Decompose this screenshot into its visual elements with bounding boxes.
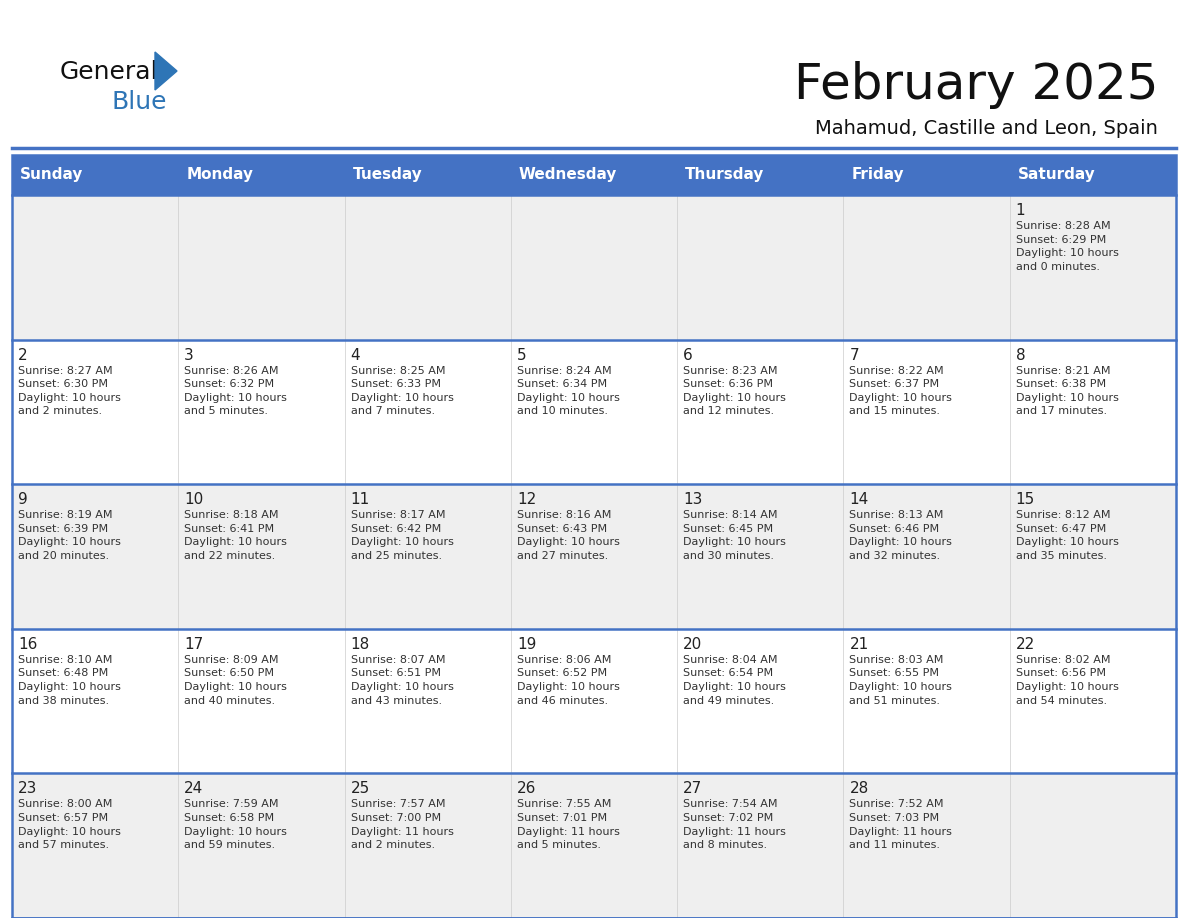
Text: Sunrise: 8:00 AM
Sunset: 6:57 PM
Daylight: 10 hours
and 57 minutes.: Sunrise: 8:00 AM Sunset: 6:57 PM Dayligh… [18,800,121,850]
Text: Wednesday: Wednesday [519,167,618,183]
Text: Sunrise: 8:17 AM
Sunset: 6:42 PM
Daylight: 10 hours
and 25 minutes.: Sunrise: 8:17 AM Sunset: 6:42 PM Dayligh… [350,510,454,561]
Text: 9: 9 [18,492,27,508]
Text: 14: 14 [849,492,868,508]
Text: 4: 4 [350,348,360,363]
Bar [12,195,1176,340]
Text: Sunrise: 7:54 AM
Sunset: 7:02 PM
Daylight: 11 hours
and 8 minutes.: Sunrise: 7:54 AM Sunset: 7:02 PM Dayligh… [683,800,786,850]
Text: 11: 11 [350,492,369,508]
Text: Sunrise: 8:10 AM
Sunset: 6:48 PM
Daylight: 10 hours
and 38 minutes.: Sunrise: 8:10 AM Sunset: 6:48 PM Dayligh… [18,655,121,706]
Text: 15: 15 [1016,492,1035,508]
Text: 1: 1 [1016,203,1025,218]
Text: 2: 2 [18,348,27,363]
Text: 12: 12 [517,492,536,508]
Bar [12,484,1176,629]
Text: Tuesday: Tuesday [353,167,422,183]
Text: 16: 16 [18,637,37,652]
Text: Sunrise: 8:23 AM
Sunset: 6:36 PM
Daylight: 10 hours
and 12 minutes.: Sunrise: 8:23 AM Sunset: 6:36 PM Dayligh… [683,365,786,417]
Bar [12,155,1176,195]
Text: Sunrise: 8:13 AM
Sunset: 6:46 PM
Daylight: 10 hours
and 32 minutes.: Sunrise: 8:13 AM Sunset: 6:46 PM Dayligh… [849,510,953,561]
Text: 5: 5 [517,348,526,363]
Bar [12,155,1176,918]
Text: Sunrise: 8:22 AM
Sunset: 6:37 PM
Daylight: 10 hours
and 15 minutes.: Sunrise: 8:22 AM Sunset: 6:37 PM Dayligh… [849,365,953,417]
Text: Sunrise: 8:21 AM
Sunset: 6:38 PM
Daylight: 10 hours
and 17 minutes.: Sunrise: 8:21 AM Sunset: 6:38 PM Dayligh… [1016,365,1119,417]
Text: Friday: Friday [852,167,904,183]
Text: 23: 23 [18,781,37,797]
Text: 22: 22 [1016,637,1035,652]
Text: Saturday: Saturday [1018,167,1095,183]
Text: Sunrise: 8:03 AM
Sunset: 6:55 PM
Daylight: 10 hours
and 51 minutes.: Sunrise: 8:03 AM Sunset: 6:55 PM Dayligh… [849,655,953,706]
Bar [12,340,1176,484]
Text: 18: 18 [350,637,369,652]
Text: 25: 25 [350,781,369,797]
Text: General: General [61,60,158,84]
Text: Sunrise: 8:16 AM
Sunset: 6:43 PM
Daylight: 10 hours
and 27 minutes.: Sunrise: 8:16 AM Sunset: 6:43 PM Dayligh… [517,510,620,561]
Text: Monday: Monday [187,167,253,183]
Text: Sunrise: 7:52 AM
Sunset: 7:03 PM
Daylight: 11 hours
and 11 minutes.: Sunrise: 7:52 AM Sunset: 7:03 PM Dayligh… [849,800,953,850]
Text: Sunrise: 8:14 AM
Sunset: 6:45 PM
Daylight: 10 hours
and 30 minutes.: Sunrise: 8:14 AM Sunset: 6:45 PM Dayligh… [683,510,786,561]
Text: 6: 6 [683,348,693,363]
Text: 26: 26 [517,781,536,797]
Text: Sunrise: 8:07 AM
Sunset: 6:51 PM
Daylight: 10 hours
and 43 minutes.: Sunrise: 8:07 AM Sunset: 6:51 PM Dayligh… [350,655,454,706]
Text: Sunrise: 8:04 AM
Sunset: 6:54 PM
Daylight: 10 hours
and 49 minutes.: Sunrise: 8:04 AM Sunset: 6:54 PM Dayligh… [683,655,786,706]
Text: 24: 24 [184,781,203,797]
Text: 17: 17 [184,637,203,652]
Text: Sunrise: 8:19 AM
Sunset: 6:39 PM
Daylight: 10 hours
and 20 minutes.: Sunrise: 8:19 AM Sunset: 6:39 PM Dayligh… [18,510,121,561]
Text: 19: 19 [517,637,536,652]
Polygon shape [154,52,177,90]
Text: 28: 28 [849,781,868,797]
Text: Sunrise: 8:25 AM
Sunset: 6:33 PM
Daylight: 10 hours
and 7 minutes.: Sunrise: 8:25 AM Sunset: 6:33 PM Dayligh… [350,365,454,417]
Text: Sunrise: 8:18 AM
Sunset: 6:41 PM
Daylight: 10 hours
and 22 minutes.: Sunrise: 8:18 AM Sunset: 6:41 PM Dayligh… [184,510,287,561]
Text: 3: 3 [184,348,194,363]
Bar [12,773,1176,918]
Text: Sunrise: 8:28 AM
Sunset: 6:29 PM
Daylight: 10 hours
and 0 minutes.: Sunrise: 8:28 AM Sunset: 6:29 PM Dayligh… [1016,221,1119,272]
Text: Mahamud, Castille and Leon, Spain: Mahamud, Castille and Leon, Spain [815,118,1158,138]
Text: Blue: Blue [112,90,168,114]
Text: Sunrise: 8:02 AM
Sunset: 6:56 PM
Daylight: 10 hours
and 54 minutes.: Sunrise: 8:02 AM Sunset: 6:56 PM Dayligh… [1016,655,1119,706]
Text: Sunrise: 7:57 AM
Sunset: 7:00 PM
Daylight: 11 hours
and 2 minutes.: Sunrise: 7:57 AM Sunset: 7:00 PM Dayligh… [350,800,454,850]
Text: Sunrise: 8:24 AM
Sunset: 6:34 PM
Daylight: 10 hours
and 10 minutes.: Sunrise: 8:24 AM Sunset: 6:34 PM Dayligh… [517,365,620,417]
Text: Sunrise: 8:12 AM
Sunset: 6:47 PM
Daylight: 10 hours
and 35 minutes.: Sunrise: 8:12 AM Sunset: 6:47 PM Dayligh… [1016,510,1119,561]
Text: Sunday: Sunday [20,167,83,183]
Text: 21: 21 [849,637,868,652]
Text: 13: 13 [683,492,702,508]
Bar [12,629,1176,773]
Text: Sunrise: 7:55 AM
Sunset: 7:01 PM
Daylight: 11 hours
and 5 minutes.: Sunrise: 7:55 AM Sunset: 7:01 PM Dayligh… [517,800,620,850]
Text: Sunrise: 8:27 AM
Sunset: 6:30 PM
Daylight: 10 hours
and 2 minutes.: Sunrise: 8:27 AM Sunset: 6:30 PM Dayligh… [18,365,121,417]
Text: Sunrise: 8:09 AM
Sunset: 6:50 PM
Daylight: 10 hours
and 40 minutes.: Sunrise: 8:09 AM Sunset: 6:50 PM Dayligh… [184,655,287,706]
Text: 20: 20 [683,637,702,652]
Text: 27: 27 [683,781,702,797]
Text: Sunrise: 7:59 AM
Sunset: 6:58 PM
Daylight: 10 hours
and 59 minutes.: Sunrise: 7:59 AM Sunset: 6:58 PM Dayligh… [184,800,287,850]
Text: Thursday: Thursday [685,167,765,183]
Text: Sunrise: 8:26 AM
Sunset: 6:32 PM
Daylight: 10 hours
and 5 minutes.: Sunrise: 8:26 AM Sunset: 6:32 PM Dayligh… [184,365,287,417]
Text: 8: 8 [1016,348,1025,363]
Text: Sunrise: 8:06 AM
Sunset: 6:52 PM
Daylight: 10 hours
and 46 minutes.: Sunrise: 8:06 AM Sunset: 6:52 PM Dayligh… [517,655,620,706]
Text: 7: 7 [849,348,859,363]
Text: February 2025: February 2025 [794,61,1158,109]
Text: 10: 10 [184,492,203,508]
